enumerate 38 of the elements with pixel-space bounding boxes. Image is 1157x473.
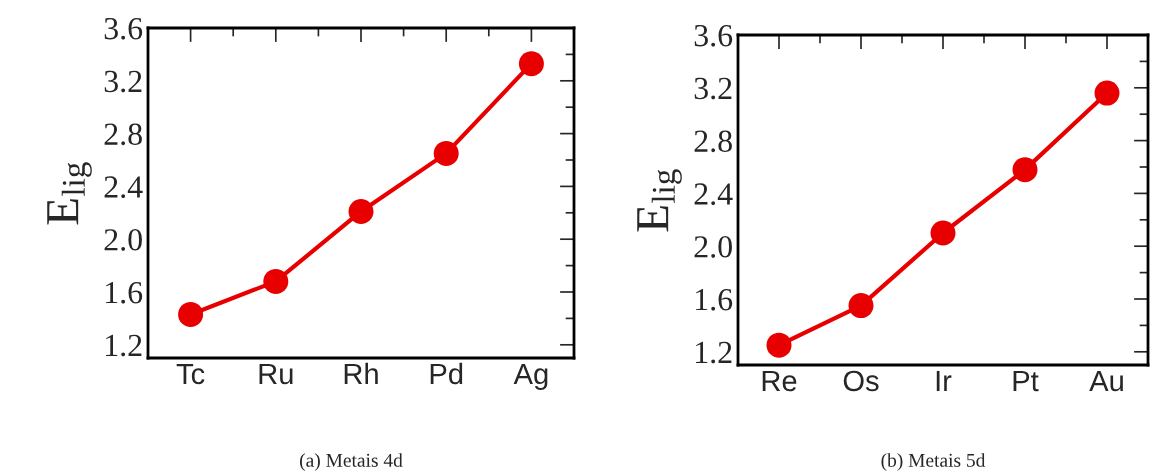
y-tick-label: 1.6 <box>106 281 143 304</box>
point <box>930 220 956 246</box>
x-tick-label: Pd <box>430 362 463 385</box>
text: (b) Metais 5d <box>881 453 986 471</box>
y-tick-label: 1.2 <box>696 341 732 364</box>
y-tick-label: 3.2 <box>104 70 142 93</box>
y-tick-label: 2.8 <box>104 123 142 146</box>
point <box>263 268 289 294</box>
x-tick-label: Re <box>762 370 797 392</box>
y-axis-title: E$_{lig}$ <box>47 162 92 225</box>
y-axis-title: E$_{lig}$ <box>637 169 682 232</box>
point <box>433 140 459 166</box>
x-tick-label: Ru <box>259 363 293 385</box>
point <box>178 301 204 327</box>
y-tick-label: 3.6 <box>694 24 733 47</box>
y-tick-label: 2.4 <box>104 176 143 198</box>
x-tick-label: Ag <box>513 363 548 391</box>
point <box>348 198 374 224</box>
y-tick-label: 2.0 <box>104 229 142 251</box>
x-tick-label: Au <box>1089 370 1123 392</box>
point <box>1094 80 1120 106</box>
y-tick-label: 1.6 <box>696 288 733 311</box>
y-tick-label: 2.4 <box>694 183 733 205</box>
x-tick-label: Ir <box>936 370 952 391</box>
point <box>1012 157 1038 183</box>
y-tick-label: 2.8 <box>694 130 732 153</box>
x-tick-label: Os <box>843 370 879 392</box>
x-tick-label: Rh <box>344 362 378 384</box>
x-tick-label: Pt <box>1013 370 1039 392</box>
x-tick-label: Tc <box>176 363 205 385</box>
point <box>518 51 544 77</box>
text: (a) Metais 4d <box>300 453 403 471</box>
y-tick-label: 2.0 <box>694 236 732 258</box>
y-tick-label: 1.2 <box>106 334 142 357</box>
y-tick-label: 3.6 <box>104 17 143 40</box>
point <box>848 293 874 319</box>
point <box>766 332 792 358</box>
y-tick-label: 3.2 <box>694 77 732 100</box>
